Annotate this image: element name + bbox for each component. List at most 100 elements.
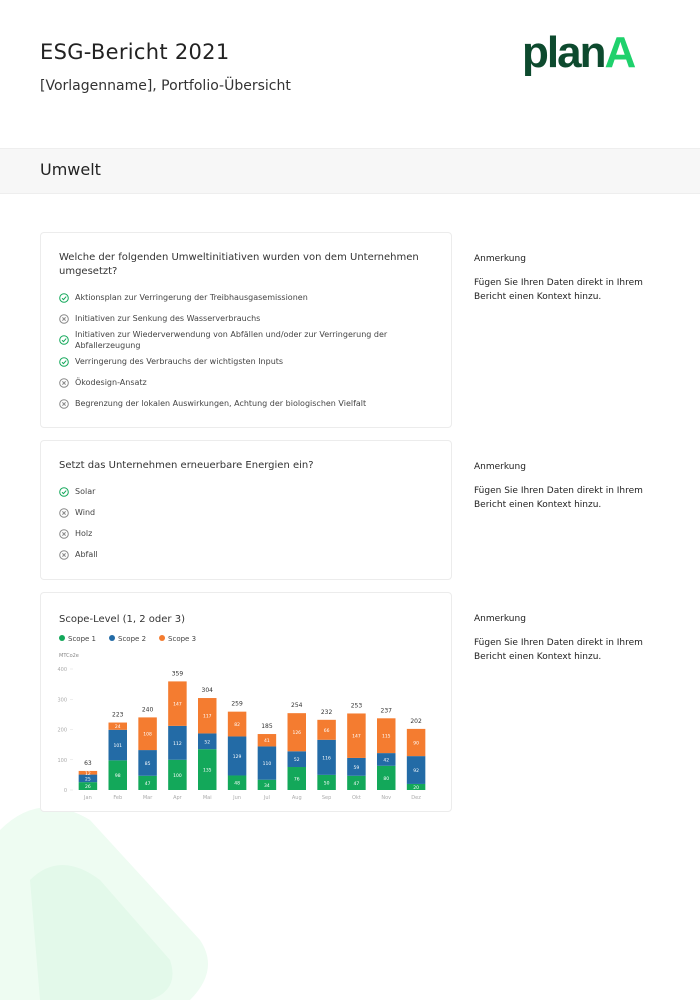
segment-label: 66 bbox=[324, 728, 330, 734]
segment-label: 115 bbox=[382, 734, 391, 740]
legend-label: Scope 2 bbox=[118, 635, 146, 643]
icon-glyph bbox=[62, 380, 66, 385]
bar-segment bbox=[227, 736, 247, 776]
bar-segment bbox=[138, 750, 157, 776]
note: Anmerkung Fügen Sie Ihren Daten direkt in… bbox=[474, 460, 664, 512]
x-tick-label: Jan bbox=[83, 795, 92, 801]
note-label: Anmerkung bbox=[474, 614, 526, 624]
title: ESG-Bericht 2021 bbox=[40, 40, 230, 64]
option: Verringerung des Verbrauchs der wichtigs… bbox=[59, 351, 433, 372]
option-text: Solar bbox=[75, 487, 96, 496]
total-label: 240 bbox=[142, 706, 154, 713]
segment-label: 126 bbox=[292, 730, 301, 736]
icon-ring bbox=[59, 507, 69, 518]
segment-label: 41 bbox=[264, 738, 270, 744]
icon-ring bbox=[59, 313, 69, 324]
bar-segment bbox=[317, 719, 336, 740]
question: Setzt das Unternehmen erneuerbare Energi… bbox=[59, 460, 314, 471]
segment-label: 147 bbox=[173, 702, 182, 708]
icon-glyph bbox=[61, 295, 67, 300]
option: Begrenzung der lokalen Auswirkungen, Ach… bbox=[59, 393, 433, 414]
bar-segment bbox=[168, 759, 187, 790]
option-text: Abfall bbox=[75, 550, 98, 559]
note-label: Anmerkung bbox=[474, 462, 526, 472]
cross-icon bbox=[59, 377, 69, 388]
total-label: 63 bbox=[84, 760, 92, 767]
bar-segment bbox=[406, 783, 426, 790]
bar-segment bbox=[287, 751, 306, 768]
segment-label: 101 bbox=[113, 743, 122, 749]
note-text: Fügen Sie Ihren Daten direkt in Ihrem Be… bbox=[474, 486, 643, 510]
total-label: 253 bbox=[351, 702, 363, 709]
option: Aktionsplan zur Verringerung der Treibha… bbox=[59, 287, 433, 308]
cross-icon bbox=[59, 398, 69, 409]
icon-glyph bbox=[62, 552, 66, 557]
x-tick-label: Jun bbox=[232, 795, 241, 801]
bar-segment bbox=[227, 711, 247, 737]
segment-label: 20 bbox=[413, 785, 419, 791]
y-tick-label: 300 bbox=[57, 697, 67, 703]
option-text: Begrenzung der lokalen Auswirkungen, Ach… bbox=[75, 399, 367, 408]
segment-label: 50 bbox=[324, 780, 330, 786]
segment-label: 48 bbox=[234, 781, 240, 787]
check-icon bbox=[59, 335, 69, 345]
x-tick-label: Aug bbox=[292, 795, 302, 801]
icon-ring bbox=[59, 356, 69, 367]
bar-segment bbox=[377, 718, 396, 754]
segment-label: 26 bbox=[85, 784, 91, 790]
segment-label: 147 bbox=[352, 734, 361, 740]
icon-glyph bbox=[62, 401, 66, 406]
chart-title: Scope-Level (1, 2 oder 3) bbox=[59, 614, 185, 625]
question-card: Setzt das Unternehmen erneuerbare Energi… bbox=[40, 440, 452, 580]
chart-card: Scope-Level (1, 2 oder 3) Scope 1 Scope 2 S… bbox=[40, 592, 452, 812]
legend-swatch bbox=[59, 635, 65, 641]
option-text: Initiativen zur Senkung des Wasserverbra… bbox=[75, 314, 261, 323]
segment-label: 90 bbox=[413, 741, 419, 747]
total-label: 232 bbox=[321, 709, 333, 716]
decoration bbox=[0, 807, 208, 1000]
bar-segment bbox=[406, 756, 426, 784]
segment-label: 110 bbox=[263, 761, 272, 767]
icon-ring bbox=[59, 335, 69, 345]
icon-glyph bbox=[61, 338, 67, 343]
legend-label: Scope 3 bbox=[168, 635, 196, 643]
segment-label: 116 bbox=[322, 755, 331, 761]
option-text: Holz bbox=[75, 529, 93, 538]
note-text: Fügen Sie Ihren Daten direkt in Ihrem Be… bbox=[474, 278, 643, 302]
icon-glyph bbox=[61, 489, 67, 494]
x-tick-label: Jul bbox=[263, 795, 270, 801]
icon-ring bbox=[59, 398, 69, 409]
segment-label: 59 bbox=[354, 765, 360, 771]
question: Welche der folgenden Umweltinitiativen w… bbox=[59, 252, 419, 277]
segment-label: 92 bbox=[413, 768, 419, 774]
segment-label: 12 bbox=[85, 771, 91, 777]
bar-segment bbox=[168, 725, 187, 760]
legend-swatch bbox=[109, 635, 116, 641]
segment-label: 47 bbox=[145, 781, 151, 787]
bar-segment bbox=[108, 760, 127, 790]
question-card: Welche der folgenden Umweltinitiativen w… bbox=[40, 232, 452, 428]
option-text: Verringerung des Verbrauchs der wichtigs… bbox=[75, 357, 284, 366]
cross-icon bbox=[59, 507, 69, 518]
y-tick-label: 400 bbox=[57, 667, 67, 673]
bar-segment bbox=[198, 698, 217, 734]
icon-glyph bbox=[62, 316, 66, 321]
note-label: Anmerkung bbox=[474, 254, 526, 264]
bar-segment bbox=[78, 770, 98, 775]
bar-segment bbox=[257, 779, 277, 790]
bar-segment bbox=[377, 753, 396, 766]
icon-ring bbox=[59, 486, 69, 497]
logo-main: plan bbox=[522, 28, 606, 77]
option-text: Aktionsplan zur Verringerung der Treibha… bbox=[75, 293, 308, 302]
logo-accent: A bbox=[604, 28, 636, 77]
y-tick-label: 200 bbox=[57, 728, 67, 734]
segment-label: 117 bbox=[203, 714, 212, 720]
bar-segment bbox=[347, 713, 366, 758]
option: Abfall bbox=[59, 544, 433, 565]
segment-label: 80 bbox=[383, 776, 389, 782]
bar-segment bbox=[257, 734, 277, 747]
option: Wind bbox=[59, 502, 433, 523]
y-axis-label: MTCo2e bbox=[59, 653, 79, 659]
bar-segment bbox=[198, 749, 217, 790]
check-icon bbox=[59, 292, 69, 303]
